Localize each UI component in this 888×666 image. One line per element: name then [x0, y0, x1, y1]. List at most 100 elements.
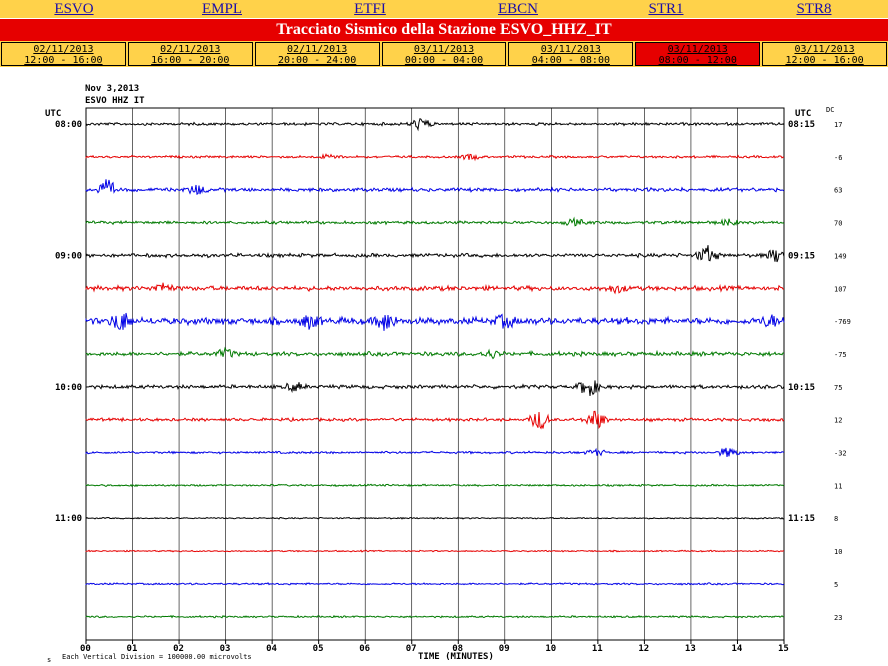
x-tick-label: 06 [359, 644, 370, 654]
seismic-trace [85, 117, 785, 132]
nav-link-str1[interactable]: STR1 [648, 1, 684, 17]
time-range-date: 03/11/2013 [413, 44, 475, 55]
time-range-5[interactable]: 03/11/2013 08:00 - 12:00 [635, 42, 761, 66]
nav-station-str1: STR1 [592, 0, 740, 18]
hour-label-left: 10:00 [55, 383, 82, 393]
time-range-6[interactable]: 03/11/2013 12:00 - 16:00 [762, 42, 888, 66]
time-range-date: 02/11/2013 [287, 44, 348, 55]
utc-label-right: UTC [795, 109, 811, 119]
x-tick-label: 02 [173, 644, 184, 654]
x-tick-label: 15 [778, 644, 789, 654]
time-range-date: 02/11/2013 [33, 44, 94, 55]
nav-station-etfi: ETFI [296, 0, 444, 18]
footnote: Each Vertical Division = 100000.00 micro… [62, 653, 252, 661]
seismogram-plot: Nov 3,2013 ESVO HHZ IT UTC UTC DC 00 01 02… [45, 84, 851, 664]
seismic-trace [85, 483, 785, 488]
seismogram-date: Nov 3,2013 [85, 84, 139, 94]
dc-value: 8 [834, 515, 838, 523]
time-range-hours: 12:00 - 16:00 [785, 55, 864, 66]
dc-value: 11 [834, 482, 842, 490]
x-tick-label: 12 [638, 644, 649, 654]
dc-value: -769 [834, 318, 851, 326]
time-range-date: 03/11/2013 [540, 44, 601, 55]
x-tick-label: 07 [406, 644, 417, 654]
time-range-0[interactable]: 02/11/2013 12:00 - 16:00 [1, 42, 126, 66]
nav-station-esvo: ESVO [0, 0, 148, 18]
seismic-trace [85, 549, 784, 553]
hour-label-left: 08:00 [55, 120, 82, 130]
dc-value: 149 [834, 252, 847, 260]
seismic-trace [85, 216, 785, 227]
time-range-3[interactable]: 03/11/2013 00:00 - 04:00 [381, 42, 507, 66]
nav-link-empl[interactable]: EMPL [201, 1, 242, 17]
seismogram-station: ESVO HHZ IT [85, 96, 145, 106]
x-tick-label: 00 [80, 644, 91, 654]
seismic-trace [85, 581, 785, 586]
time-range-link-2[interactable]: 02/11/2013 20:00 - 24:00 [256, 44, 379, 66]
dc-value: -6 [834, 154, 842, 162]
time-range-hours: 12:00 - 16:00 [24, 55, 103, 66]
x-tick-label: 13 [685, 644, 696, 654]
time-range-hours: 16:00 - 20:00 [151, 55, 230, 66]
time-range-hours: 00:00 - 04:00 [404, 55, 484, 66]
dc-value: 12 [834, 417, 842, 425]
dc-value: 75 [834, 384, 842, 392]
seismic-trace [85, 153, 785, 162]
x-tick-label: 11 [592, 644, 603, 654]
seismic-trace [85, 447, 785, 457]
station-nav: ESVO EMPL ETFI EBCN STR1 STR8 [0, 0, 888, 18]
hour-label-left: 09:00 [55, 251, 82, 261]
time-range-link-3[interactable]: 03/11/2013 00:00 - 04:00 [383, 44, 506, 66]
seismic-trace [85, 245, 785, 263]
dc-value: 107 [834, 285, 847, 293]
dc-value: 5 [834, 581, 838, 589]
seismic-trace [85, 312, 785, 331]
time-range-hours: 20:00 - 24:00 [278, 55, 357, 66]
hour-label-right: 10:15 [788, 383, 815, 393]
x-tick-label: 08 [452, 644, 463, 654]
dc-value: -75 [834, 351, 847, 359]
time-range-link-4[interactable]: 03/11/2013 04:00 - 08:00 [509, 44, 632, 66]
x-tick-label: 10 [545, 644, 556, 654]
seismic-trace [85, 346, 785, 360]
plot-frame [85, 107, 785, 641]
dc-value: 10 [834, 548, 842, 556]
seismic-trace [85, 614, 784, 619]
time-range-2[interactable]: 02/11/2013 20:00 - 24:00 [254, 42, 380, 66]
nav-link-etfi[interactable]: ETFI [354, 1, 386, 17]
footnote-mark: s [47, 656, 51, 664]
utc-label-left: UTC [45, 109, 61, 119]
dc-value: 23 [834, 614, 842, 622]
nav-link-esvo[interactable]: ESVO [54, 1, 94, 17]
time-range-hours: 04:00 - 08:00 [531, 55, 610, 66]
hour-label-right: 11:15 [788, 514, 815, 524]
time-range-4[interactable]: 03/11/2013 04:00 - 08:00 [508, 42, 634, 66]
nav-link-ebcn[interactable]: EBCN [497, 1, 538, 17]
hour-label-right: 08:15 [788, 120, 815, 130]
x-tick-label: 04 [266, 644, 277, 654]
time-range-date: 03/11/2013 [794, 44, 855, 55]
nav-station-str8: STR8 [740, 0, 888, 18]
x-axis-label: TIME (MINUTES) [418, 652, 494, 662]
seismic-trace [85, 179, 785, 196]
nav-link-str8[interactable]: STR8 [796, 1, 832, 17]
hour-label-left: 11:00 [55, 514, 82, 524]
dc-value: 63 [834, 187, 842, 195]
x-tick-label: 01 [127, 644, 138, 654]
nav-station-ebcn: EBCN [444, 0, 592, 18]
time-range-date: 02/11/2013 [160, 44, 221, 55]
x-tick-label: 05 [313, 644, 324, 654]
x-tick-label: 03 [220, 644, 231, 654]
time-range-link-0[interactable]: 02/11/2013 12:00 - 16:00 [2, 44, 125, 66]
dc-value: 70 [834, 220, 842, 228]
time-range-link-1[interactable]: 02/11/2013 16:00 - 20:00 [129, 44, 252, 66]
seismic-trace [85, 410, 785, 430]
seismic-trace [85, 516, 785, 520]
time-range-hours: 08:00 - 12:00 [658, 55, 737, 66]
time-range-1[interactable]: 02/11/2013 16:00 - 20:00 [127, 42, 253, 66]
page-title: Tracciato Sismico della Stazione ESVO_HH… [0, 19, 888, 41]
hour-label-right: 09:15 [788, 251, 815, 261]
time-range-link-6[interactable]: 03/11/2013 12:00 - 16:00 [763, 44, 886, 66]
time-range-link-5[interactable]: 03/11/2013 08:00 - 12:00 [636, 44, 759, 66]
seismic-trace [85, 282, 785, 295]
